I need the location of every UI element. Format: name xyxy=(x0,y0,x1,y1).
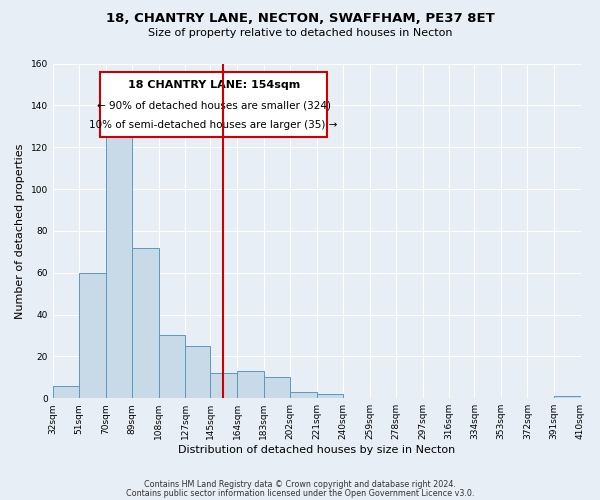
Bar xyxy=(211,373,237,398)
Text: 18, CHANTRY LANE, NECTON, SWAFFHAM, PE37 8ET: 18, CHANTRY LANE, NECTON, SWAFFHAM, PE37… xyxy=(106,12,494,26)
X-axis label: Distribution of detached houses by size in Necton: Distribution of detached houses by size … xyxy=(178,445,455,455)
Bar xyxy=(317,394,343,398)
Bar xyxy=(554,396,581,398)
Bar xyxy=(106,128,132,398)
Text: Contains public sector information licensed under the Open Government Licence v3: Contains public sector information licen… xyxy=(126,489,474,498)
Text: 18 CHANTRY LANE: 154sqm: 18 CHANTRY LANE: 154sqm xyxy=(128,80,300,90)
Bar xyxy=(79,272,106,398)
Text: 10% of semi-detached houses are larger (35) →: 10% of semi-detached houses are larger (… xyxy=(89,120,338,130)
Bar xyxy=(263,378,290,398)
Bar xyxy=(290,392,317,398)
Bar xyxy=(237,371,263,398)
Bar xyxy=(53,386,79,398)
Text: ← 90% of detached houses are smaller (324): ← 90% of detached houses are smaller (32… xyxy=(97,100,331,110)
FancyBboxPatch shape xyxy=(100,72,327,137)
Y-axis label: Number of detached properties: Number of detached properties xyxy=(15,143,25,318)
Bar xyxy=(132,248,159,398)
Text: Contains HM Land Registry data © Crown copyright and database right 2024.: Contains HM Land Registry data © Crown c… xyxy=(144,480,456,489)
Bar xyxy=(159,336,185,398)
Text: Size of property relative to detached houses in Necton: Size of property relative to detached ho… xyxy=(148,28,452,38)
Bar xyxy=(185,346,211,398)
